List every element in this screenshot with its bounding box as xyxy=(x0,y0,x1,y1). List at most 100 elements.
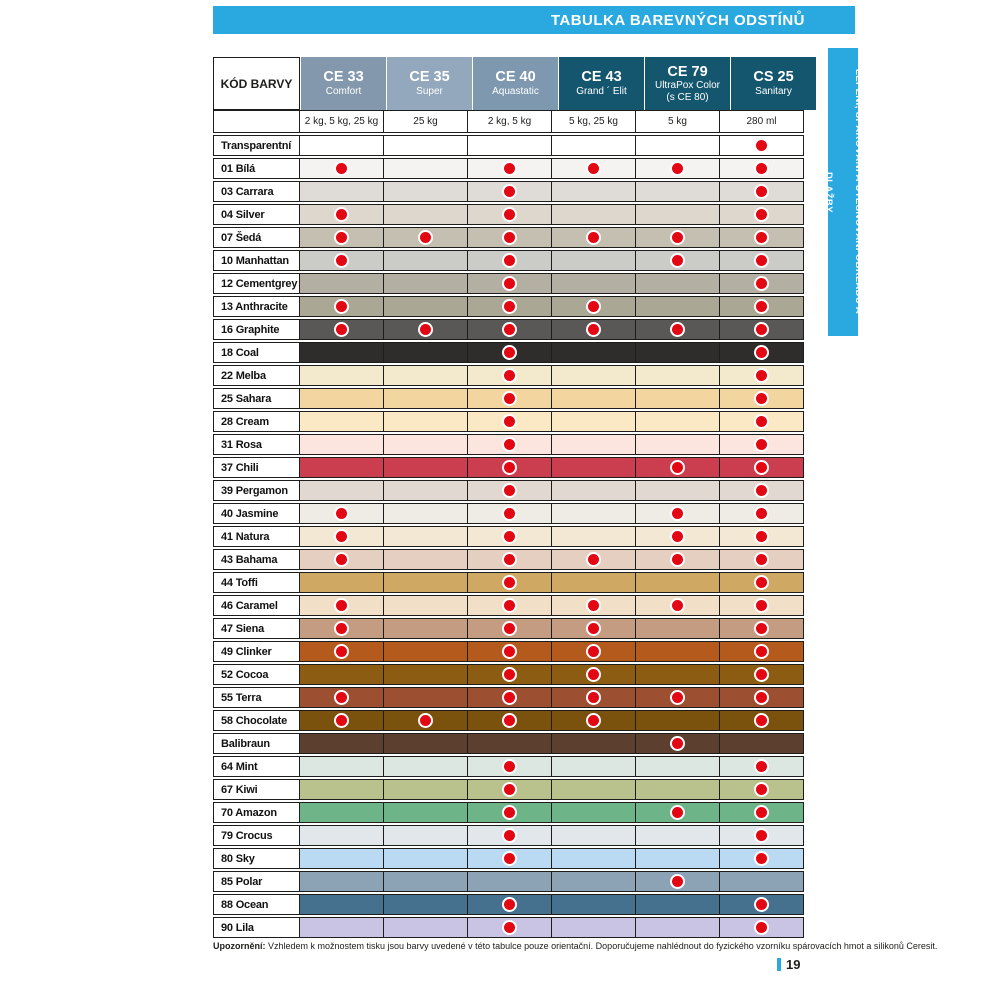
availability-dot-icon xyxy=(672,876,683,887)
row-label: 80 Sky xyxy=(213,848,300,869)
swatch-cell xyxy=(551,388,636,409)
swatch-cell xyxy=(467,319,552,340)
availability-dot-icon xyxy=(504,623,515,634)
row-label: 10 Manhattan xyxy=(213,250,300,271)
table-row: 47 Siena xyxy=(213,618,811,639)
swatch-cell xyxy=(635,871,720,892)
swatch-cell xyxy=(551,779,636,800)
swatch-cell xyxy=(299,779,384,800)
swatch-cell xyxy=(383,779,468,800)
swatch-cell xyxy=(299,618,384,639)
swatch-cell xyxy=(299,756,384,777)
swatch-cell xyxy=(719,733,804,754)
swatch-cell xyxy=(467,733,552,754)
row-label: 70 Amazon xyxy=(213,802,300,823)
availability-dot-icon xyxy=(756,301,767,312)
availability-dot-icon xyxy=(672,692,683,703)
availability-dot-icon xyxy=(336,646,347,657)
product-name: Aquastatic xyxy=(492,86,539,98)
product-code: CS 25 xyxy=(753,69,794,86)
availability-dot-icon xyxy=(504,347,515,358)
swatch-cell xyxy=(383,319,468,340)
swatch-cell xyxy=(467,526,552,547)
row-label: 28 Cream xyxy=(213,411,300,432)
swatch-cell xyxy=(551,641,636,662)
table-row: 88 Ocean xyxy=(213,894,811,915)
table-row: Transparentní xyxy=(213,135,811,156)
swatch-cell xyxy=(635,526,720,547)
swatch-cell xyxy=(383,733,468,754)
swatch-cell xyxy=(299,825,384,846)
swatch-cell xyxy=(467,135,552,156)
swatch-cell xyxy=(635,480,720,501)
swatch-cell xyxy=(299,273,384,294)
swatch-cell xyxy=(467,296,552,317)
table-row: 13 Anthracite xyxy=(213,296,811,317)
row-label: 12 Cementgrey xyxy=(213,273,300,294)
swatch-cell xyxy=(299,549,384,570)
availability-dot-icon xyxy=(756,163,767,174)
color-shade-table: KÓD BARVY CE 33 Comfort CE 35 Super CE 40 Aqu… xyxy=(213,57,816,938)
swatch-cell xyxy=(635,687,720,708)
swatch-cell xyxy=(719,526,804,547)
swatch-cell xyxy=(383,687,468,708)
swatch-cell xyxy=(299,411,384,432)
table-row: 22 Melba xyxy=(213,365,811,386)
availability-dot-icon xyxy=(756,761,767,772)
row-label: 25 Sahara xyxy=(213,388,300,409)
swatch-cell xyxy=(719,595,804,616)
availability-dot-icon xyxy=(504,669,515,680)
swatch-cell xyxy=(635,273,720,294)
swatch-cell xyxy=(551,503,636,524)
availability-dot-icon xyxy=(756,255,767,266)
row-label: 64 Mint xyxy=(213,756,300,777)
swatch-cell xyxy=(635,457,720,478)
swatch-cell xyxy=(551,664,636,685)
availability-dot-icon xyxy=(504,439,515,450)
availability-dot-icon xyxy=(672,807,683,818)
swatch-cell xyxy=(551,917,636,938)
row-label: 44 Toffi xyxy=(213,572,300,593)
availability-dot-icon xyxy=(588,646,599,657)
swatch-cell xyxy=(299,894,384,915)
swatch-cell xyxy=(635,319,720,340)
availability-dot-icon xyxy=(672,232,683,243)
availability-dot-icon xyxy=(504,393,515,404)
footnote-label: Upozornění: xyxy=(213,941,266,951)
row-label: Transparentní xyxy=(213,135,300,156)
availability-dot-icon xyxy=(336,554,347,565)
swatch-cell xyxy=(551,135,636,156)
swatch-cell xyxy=(467,641,552,662)
swatch-cell xyxy=(383,871,468,892)
availability-dot-icon xyxy=(504,370,515,381)
swatch-cell xyxy=(719,779,804,800)
table-row: 31 Rosa xyxy=(213,434,811,455)
availability-dot-icon xyxy=(504,163,515,174)
availability-dot-icon xyxy=(588,669,599,680)
swatch-cell xyxy=(467,342,552,363)
swatch-cell xyxy=(383,388,468,409)
swatch-cell xyxy=(383,618,468,639)
footnote: Upozornění: Vzhledem k možnostem tisku j… xyxy=(213,941,937,951)
row-label: 03 Carrara xyxy=(213,181,300,202)
availability-dot-icon xyxy=(756,554,767,565)
swatch-cell xyxy=(383,664,468,685)
swatch-cell xyxy=(551,319,636,340)
swatch-cell xyxy=(551,802,636,823)
swatch-cell xyxy=(467,595,552,616)
package-cell-cs-25: 280 ml xyxy=(719,110,804,133)
table-row: 16 Graphite xyxy=(213,319,811,340)
swatch-cell xyxy=(299,158,384,179)
swatch-cell xyxy=(719,273,804,294)
swatch-cell xyxy=(383,526,468,547)
availability-dot-icon xyxy=(756,830,767,841)
swatch-cell xyxy=(551,273,636,294)
swatch-cell xyxy=(635,618,720,639)
row-label: 52 Cocoa xyxy=(213,664,300,685)
swatch-cell xyxy=(635,779,720,800)
swatch-cell xyxy=(551,894,636,915)
swatch-cell xyxy=(467,158,552,179)
swatch-cell xyxy=(299,342,384,363)
swatch-cell xyxy=(299,319,384,340)
swatch-cell xyxy=(551,848,636,869)
